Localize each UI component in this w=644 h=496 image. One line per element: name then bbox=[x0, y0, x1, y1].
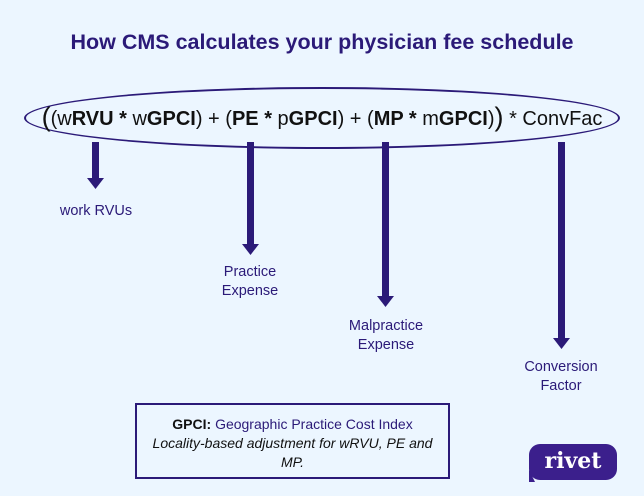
formula-oval bbox=[24, 87, 620, 149]
arrow-conversion-head bbox=[553, 338, 570, 349]
formula-mgpci-prefix: m bbox=[422, 108, 439, 130]
gpci-expansion: Geographic Practice Cost Index bbox=[215, 416, 413, 432]
gpci-term: GPCI: bbox=[172, 416, 212, 432]
formula-open-inner: ( bbox=[50, 108, 58, 130]
formula-rvu: RVU * bbox=[71, 108, 127, 130]
gpci-description: Locality-based adjustment for wRVU, PE a… bbox=[152, 435, 433, 470]
arrow-malpractice-head bbox=[377, 296, 394, 307]
rivet-logo: rivet bbox=[529, 444, 617, 480]
arrow-practice-head bbox=[242, 244, 259, 255]
formula: ((wRVU * wGPCI) + (PE * pGPCI) + (MP * m… bbox=[0, 101, 644, 132]
label-conversion-line1: Conversion bbox=[524, 359, 598, 375]
arrow-malpractice-shaft bbox=[382, 142, 389, 296]
label-conversion-line2: Factor bbox=[540, 378, 582, 394]
formula-wgpci: GPCI bbox=[146, 108, 196, 130]
formula-close3: ) bbox=[487, 108, 495, 130]
arrow-work-shaft bbox=[92, 142, 99, 178]
gpci-note-box: GPCI: Geographic Practice Cost Index Loc… bbox=[135, 403, 450, 479]
label-malpractice-line2: Expense bbox=[357, 337, 415, 353]
label-malpractice-line1: Malpractice bbox=[348, 318, 424, 334]
label-work-rvus: work RVUs bbox=[36, 202, 156, 221]
formula-wgpci-prefix: w bbox=[132, 108, 147, 130]
label-malpractice-expense: Malpractice Expense bbox=[326, 317, 446, 355]
label-practice-expense: Practice Expense bbox=[190, 263, 310, 301]
formula-close2: ) + ( bbox=[337, 108, 374, 130]
formula-close-outer: ) bbox=[494, 102, 504, 132]
label-practice-line1: Practice bbox=[223, 264, 277, 280]
formula-close1: ) + ( bbox=[195, 108, 232, 130]
formula-pgpci-prefix: p bbox=[277, 108, 289, 130]
page-title: How CMS calculates your physician fee sc… bbox=[70, 30, 574, 54]
formula-open-outer: ( bbox=[41, 102, 51, 132]
formula-mgpci: GPCI bbox=[438, 108, 488, 130]
arrow-practice-shaft bbox=[247, 142, 254, 244]
label-work-line1: work RVUs bbox=[59, 203, 133, 219]
arrow-work-head bbox=[87, 178, 104, 189]
arrow-conversion-shaft bbox=[558, 142, 565, 338]
formula-convfac: * ConvFac bbox=[509, 108, 603, 130]
formula-mp: MP * bbox=[373, 108, 417, 130]
label-conversion-factor: Conversion Factor bbox=[501, 358, 621, 396]
formula-pgpci: GPCI bbox=[288, 108, 338, 130]
formula-pe: PE * bbox=[231, 108, 272, 130]
label-practice-line2: Expense bbox=[221, 283, 279, 299]
formula-w-prefix: w bbox=[57, 108, 72, 130]
